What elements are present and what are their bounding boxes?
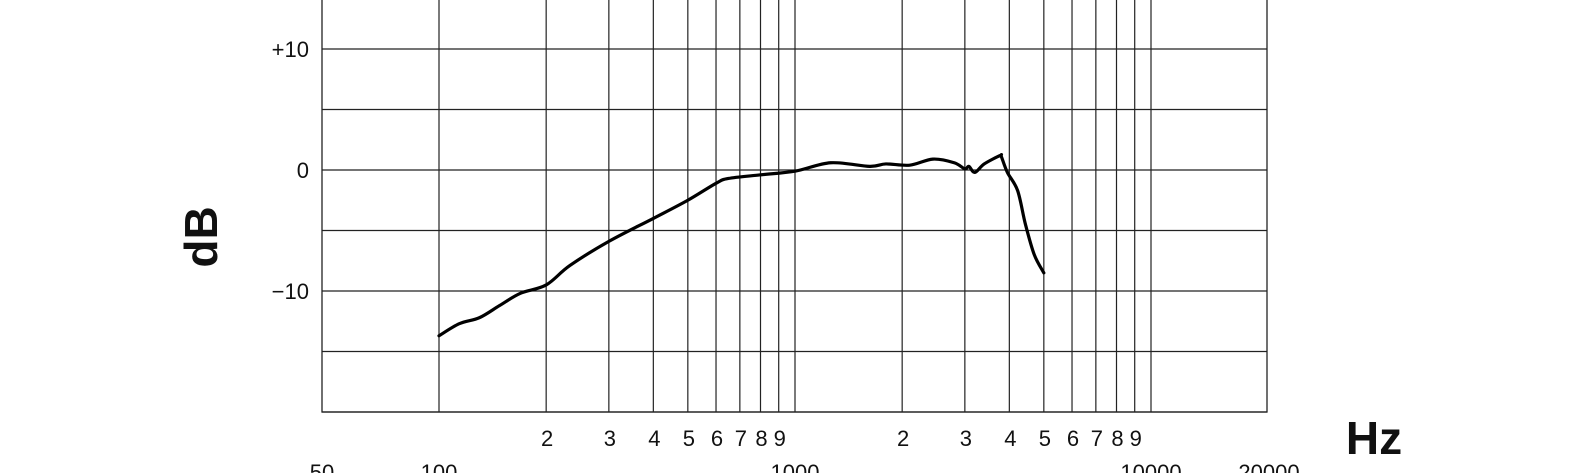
y-tick-label: 0 — [297, 158, 309, 183]
x-major-tick-label: 10000 — [1120, 460, 1181, 473]
x-minor-tick-label: 6 — [1067, 426, 1079, 451]
x-minor-tick-label: 3 — [604, 426, 616, 451]
tick-labels: +100−102 3 4 5 6 7 8 9 2 3 4 5 6 7 8 950 100 1000 10000 200… — [272, 37, 1300, 473]
response-curve — [437, 152, 1046, 338]
y-tick-label: −10 — [272, 279, 309, 304]
x-minor-tick-label: 9 — [774, 426, 786, 451]
x-major-tick-label: 1000 — [771, 460, 820, 473]
x-major-tick-label: 100 — [421, 460, 458, 473]
x-minor-tick-label: 8 — [1111, 426, 1123, 451]
x-minor-tick-label: 4 — [1004, 426, 1016, 451]
x-axis-label: Hz — [1346, 412, 1402, 464]
x-minor-tick-label: 7 — [1091, 426, 1103, 451]
x-major-tick-label: 50 — [310, 460, 334, 473]
x-minor-tick-label: 5 — [1039, 426, 1051, 451]
y-axis-label: dB — [175, 206, 227, 267]
x-minor-tick-label: 8 — [755, 426, 767, 451]
x-minor-tick-label: 2 — [897, 426, 909, 451]
response-curve-group — [437, 152, 1046, 338]
x-minor-tick-label: 9 — [1130, 426, 1142, 451]
x-minor-tick-label: 7 — [735, 426, 747, 451]
grid — [321, 0, 1268, 413]
x-minor-tick-label: 4 — [648, 426, 660, 451]
x-minor-tick-label: 3 — [960, 426, 972, 451]
x-minor-tick-label: 6 — [711, 426, 723, 451]
x-major-tick-label: 20000 — [1238, 460, 1299, 473]
y-tick-label: +10 — [272, 37, 309, 62]
x-minor-tick-label: 2 — [541, 426, 553, 451]
x-minor-tick-label: 5 — [683, 426, 695, 451]
